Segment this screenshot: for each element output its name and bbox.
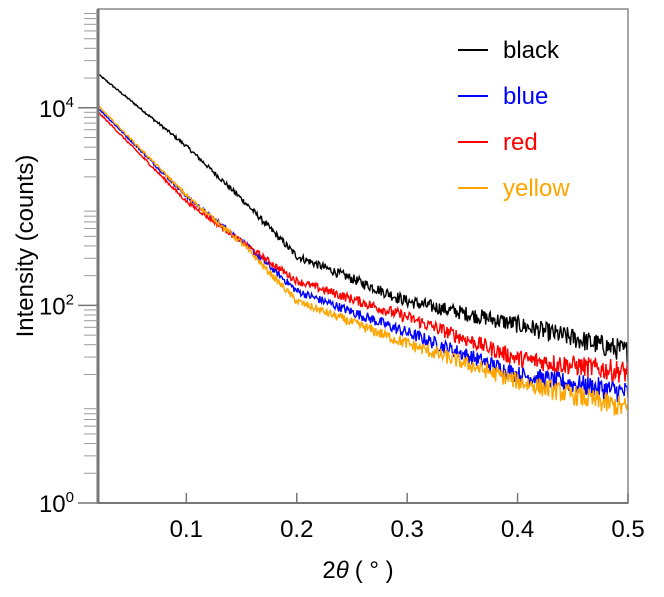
y-tick-exp: 4 bbox=[66, 94, 74, 111]
y-tick-base: 10 bbox=[39, 293, 66, 320]
x-label-symbol: θ bbox=[336, 557, 349, 584]
x-tick-label: 0.1 bbox=[170, 516, 203, 543]
curves bbox=[97, 73, 629, 416]
y-axis-label: Intensity (counts) bbox=[12, 155, 39, 338]
y-tick-exp: 2 bbox=[66, 291, 74, 308]
series-line-yellow bbox=[97, 105, 629, 416]
x-label-unit: ( ° ) bbox=[355, 557, 394, 584]
legend-label-black: black bbox=[503, 37, 560, 64]
x-label-prefix: 2 bbox=[322, 557, 335, 584]
series-line-blue bbox=[97, 107, 629, 403]
legend-label-red: red bbox=[503, 129, 538, 156]
y-tick-label: 102 bbox=[39, 291, 74, 320]
plot-frame bbox=[97, 8, 629, 504]
x-tick-label: 0.2 bbox=[280, 516, 313, 543]
x-tick-label: 0.5 bbox=[611, 516, 644, 543]
legend-label-yellow: yellow bbox=[503, 175, 570, 202]
series-line-red bbox=[97, 110, 629, 383]
y-tick-base: 10 bbox=[39, 491, 66, 518]
series-line-black bbox=[97, 73, 629, 364]
legend-label-blue: blue bbox=[503, 83, 548, 110]
x-tick-label: 0.3 bbox=[390, 516, 423, 543]
x-axis-label: 2θ( ° ) bbox=[322, 557, 393, 584]
y-tick-label: 104 bbox=[39, 94, 74, 123]
y-tick-base: 10 bbox=[39, 96, 66, 123]
x-tick-label: 0.4 bbox=[501, 516, 534, 543]
y-tick-exp: 0 bbox=[66, 489, 74, 506]
legend: black blue red yellow bbox=[458, 37, 570, 202]
y-tick-label: 100 bbox=[39, 489, 74, 518]
